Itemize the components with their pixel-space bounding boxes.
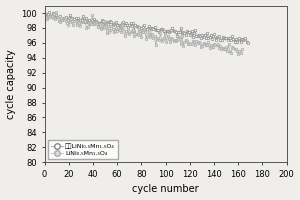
Y-axis label: cycle capacity: cycle capacity — [6, 49, 16, 119]
X-axis label: cycle number: cycle number — [132, 184, 199, 194]
Legend: 改性LiNi₀.₅Mn₁.₅O₄, LiNi₀.₅Mn₁.₅O₄: 改性LiNi₀.₅Mn₁.₅O₄, LiNi₀.₅Mn₁.₅O₄ — [48, 140, 118, 159]
